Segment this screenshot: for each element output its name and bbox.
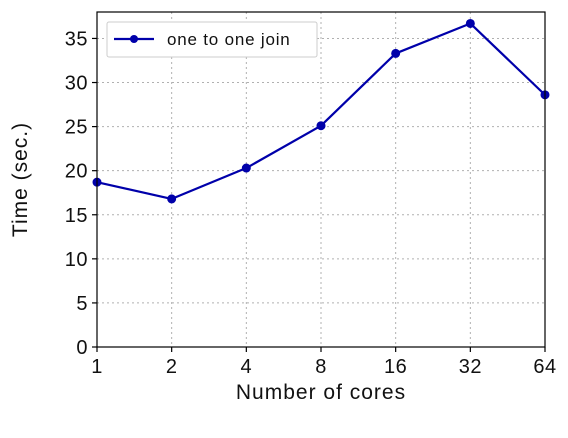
y-tick-label: 0: [76, 337, 88, 359]
x-tick-label: 64: [533, 356, 556, 378]
y-tick-label: 10: [65, 249, 88, 271]
y-tick-label: 25: [65, 117, 88, 139]
data-point: [391, 48, 401, 58]
y-tick-label: 20: [65, 161, 88, 183]
legend-box: [106, 21, 318, 58]
series: [92, 18, 550, 204]
x-tick-label: 16: [384, 356, 407, 378]
data-point: [241, 163, 251, 173]
legend-marker: [130, 35, 138, 43]
x-tick-label: 1: [91, 356, 103, 378]
y-tick-label: 15: [65, 205, 88, 227]
y-tick-label: 35: [65, 28, 88, 50]
x-tick-label: 2: [166, 356, 178, 378]
ticks: 1 2 4 8 16 32 64 0 5 10 15 20 25 30 35: [65, 28, 556, 378]
x-tick-label: 4: [241, 356, 253, 378]
data-point: [465, 18, 475, 28]
data-point: [167, 194, 177, 204]
legend: one to one join: [106, 21, 318, 58]
grid: [96, 12, 546, 348]
legend-label: one to one join: [167, 30, 291, 49]
y-tick-label: 5: [76, 293, 88, 315]
data-point: [316, 121, 326, 131]
x-axis-label: Number of cores: [236, 381, 406, 404]
y-tick-label: 30: [65, 73, 88, 95]
x-tick-label: 32: [459, 356, 482, 378]
y-axis-label: Time (sec.): [9, 122, 32, 237]
x-tick-label: 8: [315, 356, 327, 378]
